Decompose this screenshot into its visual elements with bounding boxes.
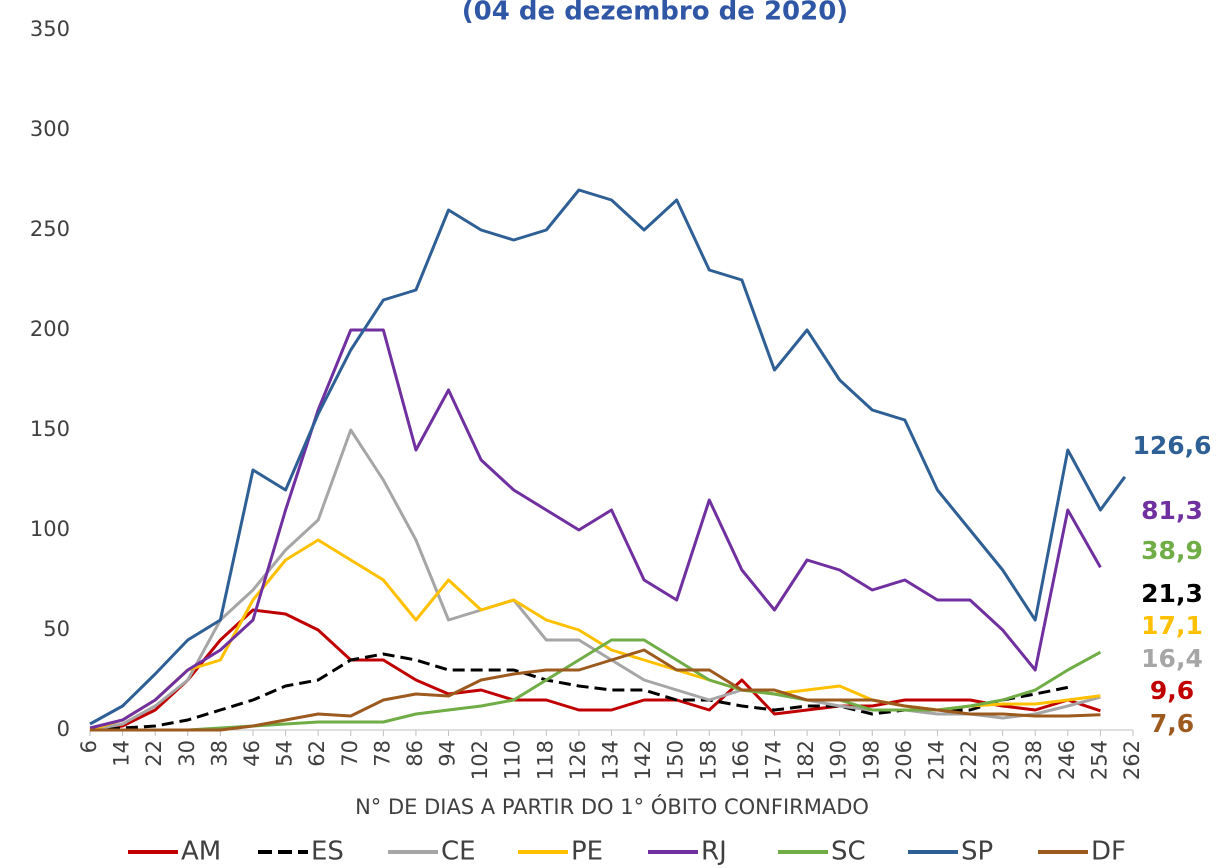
x-tick-label: 22 xyxy=(142,740,166,767)
end-value-label: 126,6 xyxy=(1132,431,1211,460)
y-tick-label: 250 xyxy=(30,217,70,241)
x-tick-label: 70 xyxy=(338,740,362,767)
x-tick-label: 14 xyxy=(110,740,134,767)
x-tick-label: 214 xyxy=(924,740,948,780)
legend-label: SP xyxy=(961,837,993,867)
x-tick-label: 246 xyxy=(1055,740,1079,780)
y-tick-label: 200 xyxy=(30,317,70,341)
series-line xyxy=(89,652,1069,732)
y-tick-label: 350 xyxy=(30,17,70,41)
end-value-label: 9,6 xyxy=(1150,676,1194,705)
series-line xyxy=(89,328,1102,730)
x-tick-label: 102 xyxy=(468,740,492,780)
x-tick-label: 62 xyxy=(305,740,329,767)
y-tick-label: 100 xyxy=(30,517,70,541)
legend-label: DF xyxy=(1091,837,1126,867)
x-tick-label: 222 xyxy=(957,740,981,780)
series-line xyxy=(90,648,1101,732)
legend-label: RJ xyxy=(701,837,727,867)
x-tick-label: 190 xyxy=(827,740,851,780)
series-line xyxy=(89,188,1127,726)
end-value-label: 21,3 xyxy=(1141,579,1203,608)
x-tick-label: 238 xyxy=(1022,740,1046,780)
x-tick-label: 126 xyxy=(566,740,590,780)
legend-label: SC xyxy=(831,837,866,867)
legend-label: PE xyxy=(571,837,603,867)
x-tick-label: 110 xyxy=(501,740,525,780)
x-tick-label: 166 xyxy=(729,740,753,780)
x-tick-label: 6 xyxy=(77,740,101,753)
x-tick-label: 230 xyxy=(990,740,1014,780)
series-line xyxy=(90,638,1102,732)
x-tick-label: 94 xyxy=(436,740,460,767)
x-tick-label: 30 xyxy=(175,740,199,767)
legend-label: CE xyxy=(441,837,476,867)
x-tick-label: 206 xyxy=(892,740,916,780)
x-tick-label: 78 xyxy=(370,740,394,767)
x-tick-label: 182 xyxy=(794,740,818,780)
legend-label: AM xyxy=(181,837,221,867)
end-value-label: 81,3 xyxy=(1141,496,1203,525)
x-tick-label: 86 xyxy=(403,740,427,767)
chart-title: (04 de dezembro de 2020) xyxy=(462,0,848,27)
end-value-label: 7,6 xyxy=(1150,709,1194,738)
end-value-label: 16,4 xyxy=(1141,644,1203,673)
x-tick-label: 198 xyxy=(859,740,883,780)
y-tick-label: 300 xyxy=(30,117,70,141)
x-tick-label: 46 xyxy=(240,740,264,767)
x-tick-label: 158 xyxy=(696,740,720,780)
x-tick-label: 134 xyxy=(599,740,623,780)
legend-label: ES xyxy=(311,837,344,867)
series-line xyxy=(89,608,1101,732)
x-tick-label: 118 xyxy=(533,740,557,780)
x-tick-label: 150 xyxy=(664,740,688,780)
x-axis-title: N° DE DIAS A PARTIR DO 1° ÓBITO CONFIRMA… xyxy=(355,794,869,819)
end-value-label: 38,9 xyxy=(1141,536,1203,565)
y-tick-label: 50 xyxy=(43,617,70,641)
x-tick-label: 174 xyxy=(761,740,785,780)
x-tick-label: 38 xyxy=(207,740,231,767)
y-tick-label: 150 xyxy=(30,417,70,441)
series-line xyxy=(89,428,1101,732)
x-tick-label: 142 xyxy=(631,740,655,780)
x-tick-label: 262 xyxy=(1120,740,1144,780)
x-tick-label: 254 xyxy=(1087,740,1111,780)
x-tick-label: 54 xyxy=(273,740,297,767)
y-tick-label: 0 xyxy=(57,717,70,741)
end-value-label: 17,1 xyxy=(1141,611,1203,640)
